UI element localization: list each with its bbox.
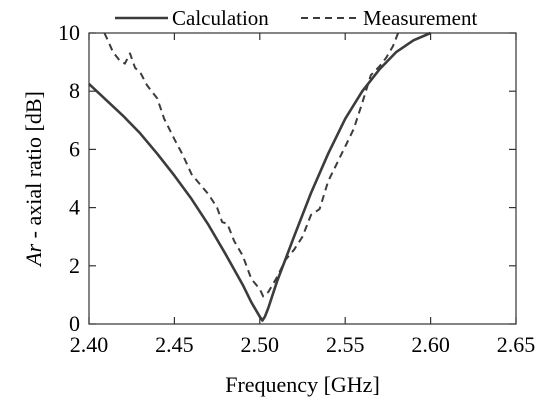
y-tick-label: 6 [69,136,80,161]
x-tick-label: 2.55 [326,332,365,357]
x-tick-label: 2.65 [497,332,536,357]
series-line-calculation [88,31,432,322]
legend-label-measurement: Measurement [363,6,477,30]
x-tick-label: 2.40 [70,332,109,357]
x-tick-label: 2.50 [241,332,280,357]
y-tick-label: 10 [58,20,80,45]
y-tick-label: 8 [69,78,80,103]
plot-frame [88,32,517,325]
legend: Calculation Measurement [115,6,477,30]
legend-label-calculation: Calculation [172,6,269,30]
series-line-measurement [103,32,400,298]
x-axis-label: Frequency [GHz] [225,372,380,397]
x-tick-label: 2.45 [155,332,194,357]
y-axis-label: Ar - axial ratio [dB] [21,91,46,268]
x-tick-label: 2.60 [411,332,450,357]
y-axis-label-symbol: Ar [21,243,46,267]
y-tick-label: 4 [69,195,80,220]
y-tick-label: 0 [69,311,80,336]
y-tick-label: 2 [69,253,80,278]
y-axis-label-text: - axial ratio [dB] [21,91,46,244]
